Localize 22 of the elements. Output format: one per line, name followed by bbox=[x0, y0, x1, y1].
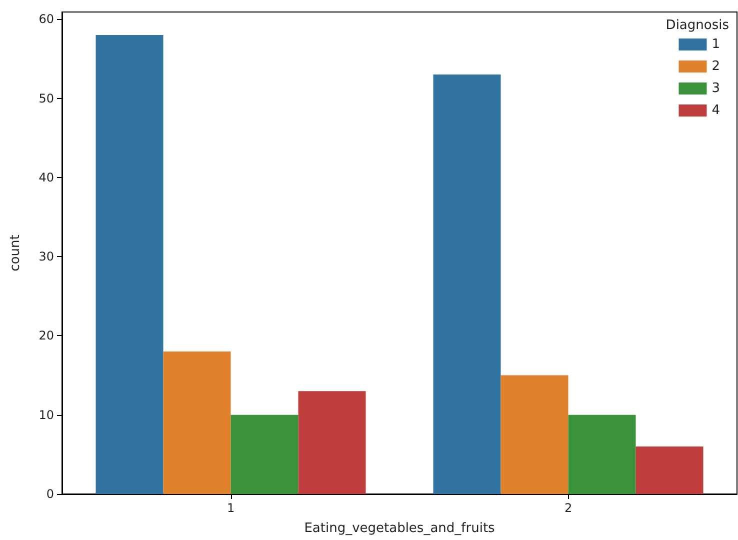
legend-label: 4 bbox=[712, 103, 720, 118]
y-tick-label: 30 bbox=[38, 250, 54, 264]
y-tick-label: 10 bbox=[38, 408, 54, 422]
y-tick-label: 60 bbox=[38, 12, 54, 26]
legend-title: Diagnosis bbox=[666, 18, 730, 33]
y-tick-label: 40 bbox=[38, 170, 54, 184]
legend-label: 1 bbox=[712, 37, 720, 52]
bar bbox=[500, 375, 568, 494]
bar bbox=[298, 391, 366, 494]
bar bbox=[96, 34, 164, 494]
bar bbox=[568, 414, 636, 494]
bar bbox=[636, 446, 704, 494]
bar bbox=[433, 74, 501, 494]
y-tick-label: 0 bbox=[46, 487, 54, 501]
y-axis-title: count bbox=[8, 234, 23, 272]
bar bbox=[230, 414, 298, 494]
y-tick-label: 50 bbox=[38, 91, 54, 106]
x-axis-title: Eating_vegetables_and_fruits bbox=[304, 521, 496, 536]
y-tick-label: 20 bbox=[38, 328, 54, 343]
bar bbox=[163, 352, 231, 494]
legend-label: 3 bbox=[712, 81, 720, 96]
legend-label: 2 bbox=[712, 59, 720, 74]
